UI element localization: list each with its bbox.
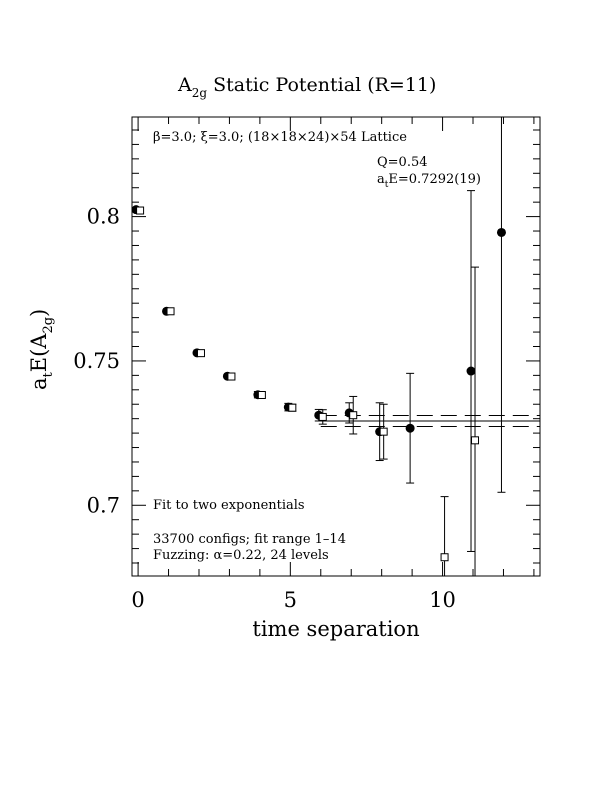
x-tick-label: 10 [429,588,456,612]
data-point-square [136,206,145,215]
y-axis-label: atE(A2g) [27,309,56,390]
data-points [131,205,506,562]
data-point-square [440,553,449,562]
q-annotation: Q=0.54 [377,155,428,170]
chart-title: A2g Static Potential (R=11) [177,74,436,100]
x-tick-label: 0 [131,588,144,612]
x-tick-label: 5 [284,588,297,612]
data-point-circle [405,423,415,433]
data-point-square [471,436,480,445]
data-point-circle [466,366,476,376]
y-tick-label: 0.7 [87,493,120,517]
data-point-square [349,411,358,420]
title-subscript: 2g [192,86,208,100]
axis-ticks [132,117,540,576]
tick-labels: 0 5 10 0.7 0.75 0.8 [73,205,456,612]
data-point-square [166,307,175,316]
data-point-square [318,412,327,421]
fit-annotation: Fit to two exponentials [153,498,305,513]
data-point-square [227,372,236,381]
data-point-square [257,390,266,399]
data-point-circle [496,227,506,237]
configs-annotation: 33700 configs; fit range 1–14 [153,532,346,547]
data-point-square [196,349,205,358]
x-axis-label: time separation [252,617,419,641]
lattice-annotation: β=3.0; ξ=3.0; (18×18×24)×54 Lattice [153,130,407,145]
fuzzing-annotation: Fuzzing: α=0.22, 24 levels [153,548,329,563]
y-tick-label: 0.75 [73,349,120,373]
fit-band [320,414,540,427]
energy-annotation: atE=0.7292(19) [377,172,481,190]
data-point-square [288,403,297,412]
data-point-square [379,427,388,436]
y-tick-label: 0.8 [87,205,120,229]
